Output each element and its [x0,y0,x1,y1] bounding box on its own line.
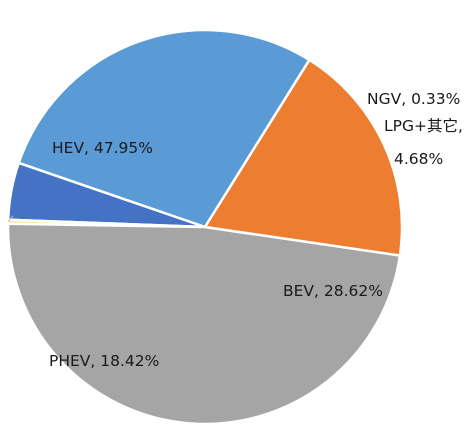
label-lpg-line2: 4.68% [394,150,443,168]
pie-slices [6,28,404,426]
label-ngv: NGV, 0.33% [367,90,460,108]
leader-lines [7,215,14,223]
pie-slice-hev [6,222,402,426]
leader-line-ngv [7,215,14,223]
label-phev: PHEV, 18.42% [49,352,159,370]
pie-slice-phev [203,58,404,257]
pie-slice-bev [17,28,311,229]
label-lpg-line1: LPG+其它, [384,117,463,135]
label-bev: BEV, 28.62% [283,282,383,300]
label-hev: HEV, 47.95% [52,139,153,157]
